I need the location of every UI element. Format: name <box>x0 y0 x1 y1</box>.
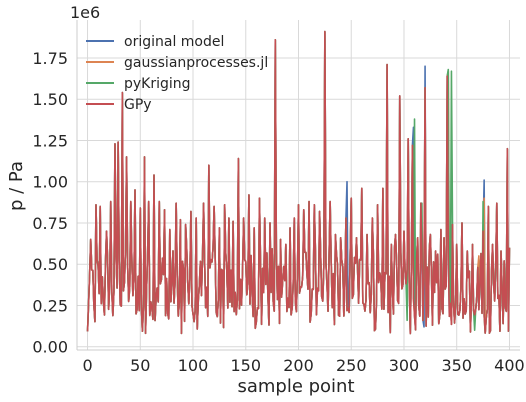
y-tick-label: 0.00 <box>32 338 68 357</box>
y-tick-labels: 0.00 0.25 0.50 0.75 1.00 1.25 1.50 1.75 <box>32 49 68 357</box>
series-line-gpy <box>86 30 511 335</box>
x-tick-label: 100 <box>178 356 209 375</box>
x-tick-label: 50 <box>130 356 150 375</box>
y-axis-label: p / Pa <box>6 161 27 211</box>
y-tick-label: 0.50 <box>32 255 68 274</box>
legend-label-pykriging: pyKriging <box>124 76 191 92</box>
legend-label-gaussianprocesses-jl: gaussianprocesses.jl <box>124 55 268 71</box>
legend: original model gaussianprocesses.jl pyKr… <box>86 34 268 113</box>
axis-spines <box>76 20 520 351</box>
y-tick-label: 1.00 <box>32 173 68 192</box>
x-tick-label: 400 <box>494 356 525 375</box>
y-tick-label: 0.25 <box>32 296 68 315</box>
x-tick-label: 200 <box>283 356 314 375</box>
series-lines <box>86 30 511 335</box>
x-tick-labels: 0 50 100 150 200 250 300 350 400 <box>82 356 524 375</box>
x-tick-label: 350 <box>441 356 472 375</box>
x-axis-label: sample point <box>237 376 354 397</box>
x-tick-label: 250 <box>336 356 367 375</box>
x-tick-label: 0 <box>82 356 92 375</box>
legend-label-gpy: GPy <box>124 97 152 113</box>
x-tick-label: 150 <box>230 356 261 375</box>
y-tick-label: 1.75 <box>32 49 68 68</box>
y-offset-text: 1e6 <box>70 3 100 22</box>
y-tick-label: 1.50 <box>32 90 68 109</box>
legend-label-original-model: original model <box>124 34 224 50</box>
y-tick-label: 1.25 <box>32 131 68 150</box>
x-tick-label: 300 <box>389 356 420 375</box>
y-tick-label: 0.75 <box>32 214 68 233</box>
